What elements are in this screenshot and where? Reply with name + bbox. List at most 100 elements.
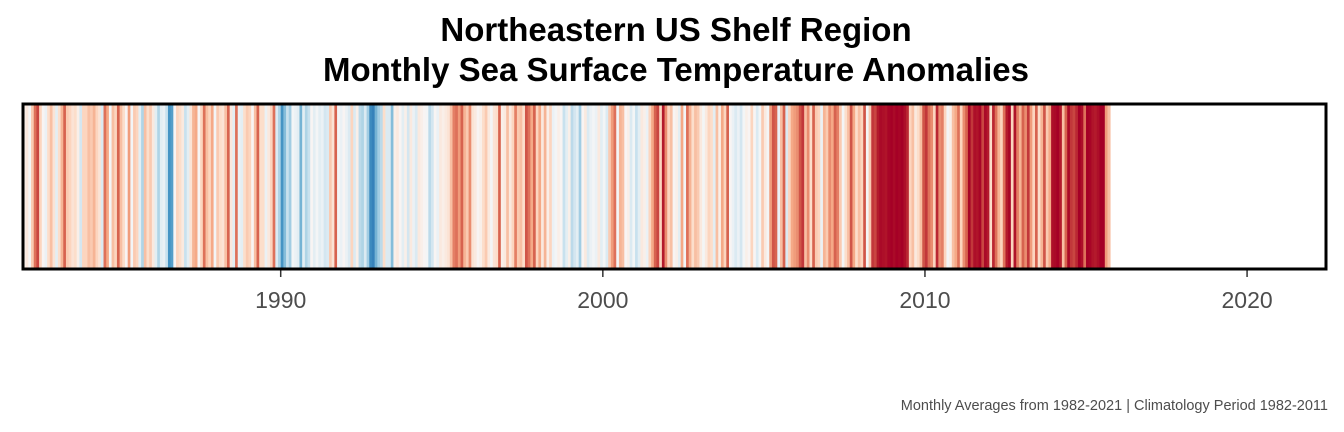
stripe: [852, 104, 856, 269]
stripe: [189, 104, 193, 269]
stripe: [76, 104, 80, 269]
stripe: [396, 104, 400, 269]
stripe: [479, 104, 483, 269]
stripe: [683, 104, 687, 269]
x-tick-label: 1990: [255, 287, 306, 313]
stripe: [804, 104, 808, 269]
stripe: [1067, 104, 1071, 269]
stripe: [962, 104, 966, 269]
stripe: [452, 104, 456, 269]
stripe: [882, 104, 886, 269]
stripe: [565, 104, 569, 269]
stripe: [1069, 104, 1073, 269]
stripe: [141, 104, 145, 269]
stripe: [720, 104, 725, 269]
stripe: [369, 104, 373, 269]
stripe: [737, 104, 741, 269]
stripe: [691, 104, 695, 269]
stripe: [605, 104, 609, 269]
stripe: [315, 104, 319, 269]
stripe: [578, 104, 582, 269]
stripe: [283, 104, 287, 269]
stripe: [527, 104, 531, 269]
stripe: [887, 104, 891, 269]
stripe: [170, 104, 174, 269]
stripe: [750, 104, 754, 269]
stripe: [677, 104, 682, 269]
stripe: [597, 104, 601, 269]
stripe: [82, 104, 86, 269]
stripe: [385, 104, 389, 269]
stripe: [1024, 104, 1028, 269]
stripe: [52, 104, 56, 269]
stripe: [892, 104, 896, 269]
stripe: [723, 104, 727, 269]
stripe: [796, 104, 800, 269]
stripe: [417, 104, 421, 269]
stripe: [482, 104, 486, 269]
stripe: [586, 104, 590, 269]
stripe: [664, 104, 668, 269]
stripe: [433, 104, 437, 269]
stripe: [1002, 104, 1006, 269]
stripe: [1102, 104, 1106, 269]
stripe: [857, 104, 861, 269]
stripe: [946, 104, 950, 269]
stripe: [965, 104, 969, 269]
stripe: [310, 104, 314, 269]
stripe: [516, 104, 521, 269]
stripe: [771, 104, 776, 269]
stripe: [782, 104, 786, 269]
stripe: [849, 104, 853, 269]
stripe: [806, 104, 810, 269]
stripe: [339, 104, 343, 269]
stripe: [801, 104, 805, 269]
stripe: [224, 104, 228, 269]
stripe: [1005, 104, 1009, 269]
stripe: [522, 104, 526, 269]
stripe: [1026, 104, 1031, 269]
x-tick-label: 2020: [1221, 287, 1272, 313]
stripe: [278, 104, 282, 269]
stripe: [686, 104, 690, 269]
stripe: [127, 104, 131, 269]
stripe: [500, 104, 504, 269]
stripe: [245, 104, 249, 269]
stripe: [1091, 104, 1095, 269]
stripe: [1075, 104, 1079, 269]
stripe: [906, 104, 910, 269]
stripe: [47, 104, 51, 269]
stripe: [557, 104, 561, 269]
stripe: [235, 104, 239, 269]
stripe: [380, 104, 384, 269]
stripe: [49, 104, 53, 269]
stripe: [111, 104, 115, 269]
stripe: [414, 104, 418, 269]
x-tick-label: 2010: [899, 287, 950, 313]
stripe: [831, 104, 835, 269]
stripe: [616, 104, 620, 269]
stripe: [103, 104, 107, 269]
stripe: [1096, 104, 1100, 269]
stripe: [213, 104, 217, 269]
stripe: [667, 104, 671, 269]
stripe: [269, 104, 274, 269]
stripe: [439, 104, 443, 269]
stripe: [60, 104, 64, 269]
stripe: [178, 104, 182, 269]
stripe: [388, 104, 392, 269]
stripe: [785, 104, 789, 269]
stripe: [922, 104, 926, 269]
stripe: [1010, 104, 1014, 269]
stripe: [326, 104, 330, 269]
stripe: [822, 104, 827, 269]
stripe: [210, 104, 214, 269]
stripe: [200, 104, 204, 269]
stripe: [511, 104, 515, 269]
stripe: [916, 104, 920, 269]
stripe: [718, 104, 722, 269]
stripe: [374, 104, 378, 269]
stripe: [31, 104, 35, 269]
stripe: [55, 104, 59, 269]
stripe: [1059, 104, 1063, 269]
